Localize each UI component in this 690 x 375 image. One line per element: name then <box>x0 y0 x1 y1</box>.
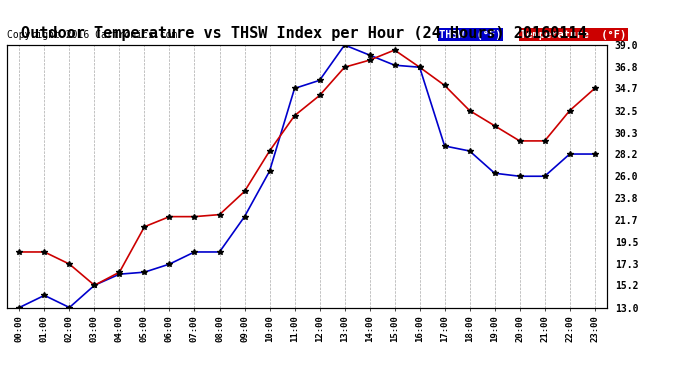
Text: THSW  (°F): THSW (°F) <box>439 30 502 40</box>
Text: Temperature  (°F): Temperature (°F) <box>520 30 627 40</box>
Text: Outdoor Temperature vs THSW Index per Hour (24 Hours) 20160114: Outdoor Temperature vs THSW Index per Ho… <box>21 26 586 41</box>
Text: Copyright 2016 Cartronics.com: Copyright 2016 Cartronics.com <box>7 30 177 40</box>
